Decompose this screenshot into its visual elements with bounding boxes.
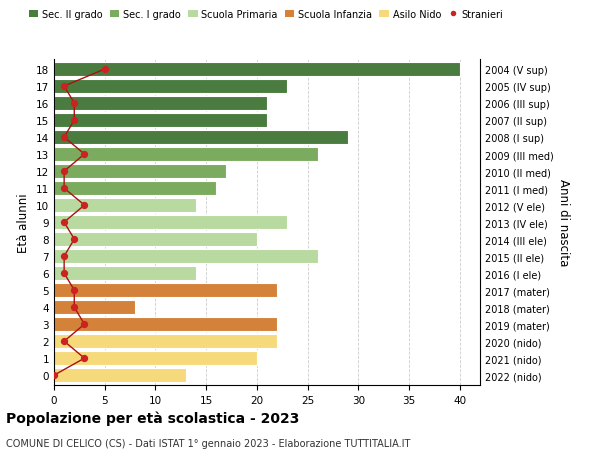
Bar: [54, 97, 267, 111]
Point: [70, 287, 79, 294]
Point: [59, 168, 69, 175]
Point: [70, 236, 79, 243]
Bar: [54, 199, 196, 213]
Bar: [54, 131, 348, 145]
Point: [80, 151, 89, 158]
Text: Popolazione per età scolastica - 2023: Popolazione per età scolastica - 2023: [6, 411, 299, 425]
Point: [70, 304, 79, 311]
Point: [59, 134, 69, 141]
Bar: [54, 233, 257, 246]
Point: [80, 202, 89, 209]
Point: [59, 253, 69, 260]
Point: [80, 321, 89, 328]
Bar: [54, 352, 257, 365]
Bar: [54, 369, 186, 382]
Bar: [54, 318, 277, 331]
Point: [70, 117, 79, 124]
Point: [59, 185, 69, 192]
Bar: [54, 250, 318, 263]
Bar: [54, 182, 216, 196]
Point: [49, 372, 59, 379]
Bar: [54, 165, 226, 179]
Bar: [54, 148, 318, 162]
Y-axis label: Anni di nascita: Anni di nascita: [557, 179, 570, 266]
Text: COMUNE DI CELICO (CS) - Dati ISTAT 1° gennaio 2023 - Elaborazione TUTTITALIA.IT: COMUNE DI CELICO (CS) - Dati ISTAT 1° ge…: [6, 438, 410, 448]
Point: [80, 355, 89, 362]
Bar: [54, 80, 287, 94]
Y-axis label: Età alunni: Età alunni: [17, 193, 31, 252]
Bar: [54, 216, 287, 230]
Point: [59, 219, 69, 226]
Point: [70, 100, 79, 107]
Bar: [54, 301, 135, 314]
Bar: [54, 335, 277, 348]
Bar: [54, 114, 267, 128]
Point: [59, 338, 69, 345]
Bar: [54, 267, 196, 280]
Legend: Sec. II grado, Sec. I grado, Scuola Primaria, Scuola Infanzia, Asilo Nido, Stran: Sec. II grado, Sec. I grado, Scuola Prim…: [25, 6, 507, 23]
Bar: [54, 63, 460, 77]
Point: [59, 83, 69, 90]
Bar: [54, 284, 277, 297]
Point: [59, 270, 69, 277]
Point: [100, 66, 110, 73]
